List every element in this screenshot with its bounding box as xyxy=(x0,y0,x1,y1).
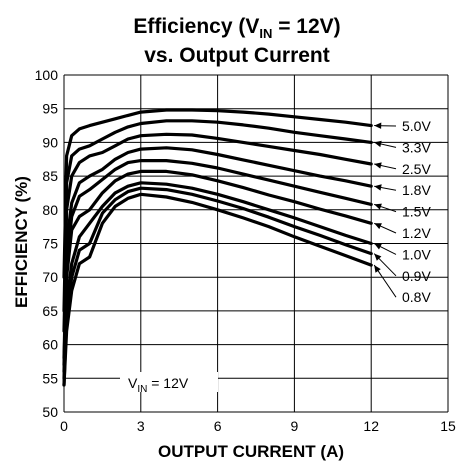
arrow-head-5 xyxy=(374,223,382,230)
chart-title-main: Efficiency (V xyxy=(133,15,259,38)
y-tick-label-5: 75 xyxy=(42,236,58,252)
y-tick-label-0: 50 xyxy=(42,404,58,420)
x-tick-label-1: 3 xyxy=(137,418,145,434)
arrow-head-8 xyxy=(374,265,381,273)
y-tick-label-7: 85 xyxy=(42,168,58,184)
arrow-head-6 xyxy=(374,243,382,250)
x-tick-label-0: 0 xyxy=(60,418,68,434)
series-line-1-0V xyxy=(62,181,373,380)
vin-annotation-main: V xyxy=(128,375,138,391)
y-tick-label-10: 100 xyxy=(35,67,59,83)
series-line-0-8V xyxy=(62,192,373,387)
y-axis-title: EFFICIENCY (%) xyxy=(12,176,31,308)
series-line-3-3V xyxy=(62,119,373,313)
y-tick-label-9: 95 xyxy=(42,101,58,117)
arrow-head-4 xyxy=(374,203,382,210)
series-label-3: 1.8V xyxy=(402,182,431,198)
x-tick-label-5: 15 xyxy=(440,418,456,434)
series-line-0-9V xyxy=(62,186,373,387)
x-tick-label-3: 9 xyxy=(291,418,299,434)
chart-title-line2: vs. Output Current xyxy=(144,44,330,67)
y-tick-label-8: 90 xyxy=(42,134,58,150)
y-tick-label-6: 80 xyxy=(42,202,58,218)
y-tick-label-3: 65 xyxy=(42,303,58,319)
y-tick-label-2: 60 xyxy=(42,337,58,353)
vin-annotation: VIN = 12V xyxy=(128,375,189,395)
chart-title-line1: Efficiency (VIN = 12V) xyxy=(133,15,340,41)
arrow-head-7 xyxy=(374,253,382,261)
series-labels: 5.0V 3.3V 2.5V 1.8V 1.5V 1.2V 1.0V 0.9V 0.8V xyxy=(373,118,431,305)
series-line-1-8V xyxy=(62,146,373,360)
arrow-head-3 xyxy=(374,184,382,191)
series-label-7: 0.9V xyxy=(402,268,431,284)
series-label-2: 2.5V xyxy=(402,161,431,177)
arrow-head-1 xyxy=(374,140,382,148)
vin-annotation-subscript: IN xyxy=(137,384,147,395)
y-tick-label-1: 55 xyxy=(42,370,58,386)
arrow-head-2 xyxy=(374,162,382,169)
series-line-5-0V xyxy=(62,108,373,279)
annotation-background xyxy=(120,372,218,392)
series-line-1-2V xyxy=(62,169,373,374)
series-label-1: 3.3V xyxy=(402,139,431,155)
chart-title-subscript: IN xyxy=(259,26,272,41)
series-label-5: 1.2V xyxy=(402,225,431,241)
series-line-1-5V xyxy=(62,159,373,367)
x-axis-title: OUTPUT CURRENT (A) xyxy=(158,442,344,461)
series-label-4: 1.5V xyxy=(402,204,431,220)
y-tick-label-4: 70 xyxy=(42,269,58,285)
series-label-6: 1.0V xyxy=(402,246,431,262)
series-label-0: 5.0V xyxy=(402,118,431,134)
vin-annotation-end: = 12V xyxy=(147,375,189,391)
x-tick-label-4: 12 xyxy=(363,418,379,434)
x-tick-label-2: 6 xyxy=(214,418,222,434)
tick-labels: 0 3 6 9 12 15 50 55 60 65 70 75 80 85 90 95 100 xyxy=(35,67,456,434)
series-lines xyxy=(62,108,373,387)
arrow-head-0 xyxy=(374,122,382,129)
series-label-8: 0.8V xyxy=(402,289,431,305)
chart-title-end: = 12V) xyxy=(272,15,340,38)
series-line-2-5V xyxy=(62,132,373,333)
